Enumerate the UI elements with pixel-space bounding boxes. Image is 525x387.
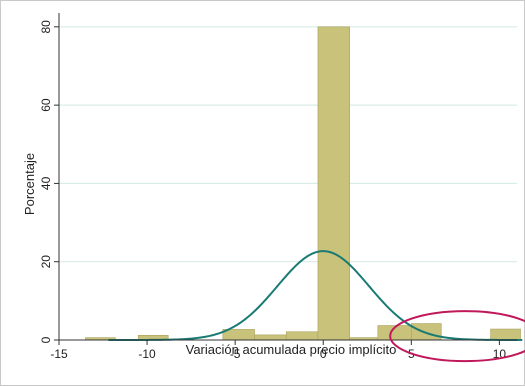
normal-curve [108,250,523,341]
histogram-bar [317,26,350,341]
y-tick-label: 20 [39,255,53,269]
highlight-ellipse [389,310,525,363]
y-tick-label: 0 [39,336,53,343]
grid-lines [59,26,517,263]
y-tick-label: 40 [39,176,53,190]
y-axis-label: Porcentaje [22,153,37,215]
x-tick-label: -10 [138,347,156,361]
y-tick-label: 80 [39,20,53,34]
histogram-bar [254,334,287,341]
x-tick-label: -5 [230,347,241,361]
annotation-layer [389,310,525,363]
histogram-bar [411,323,442,341]
histogram-bar [285,331,319,341]
x-tick-label: 0 [320,347,327,361]
histogram-bar [490,328,521,341]
y-tick-label: 60 [39,98,53,112]
x-tick-label: -15 [50,347,68,361]
x-axis-label: Variación acumulada precio implícito [186,342,397,357]
normal-curve-layer [108,250,523,341]
